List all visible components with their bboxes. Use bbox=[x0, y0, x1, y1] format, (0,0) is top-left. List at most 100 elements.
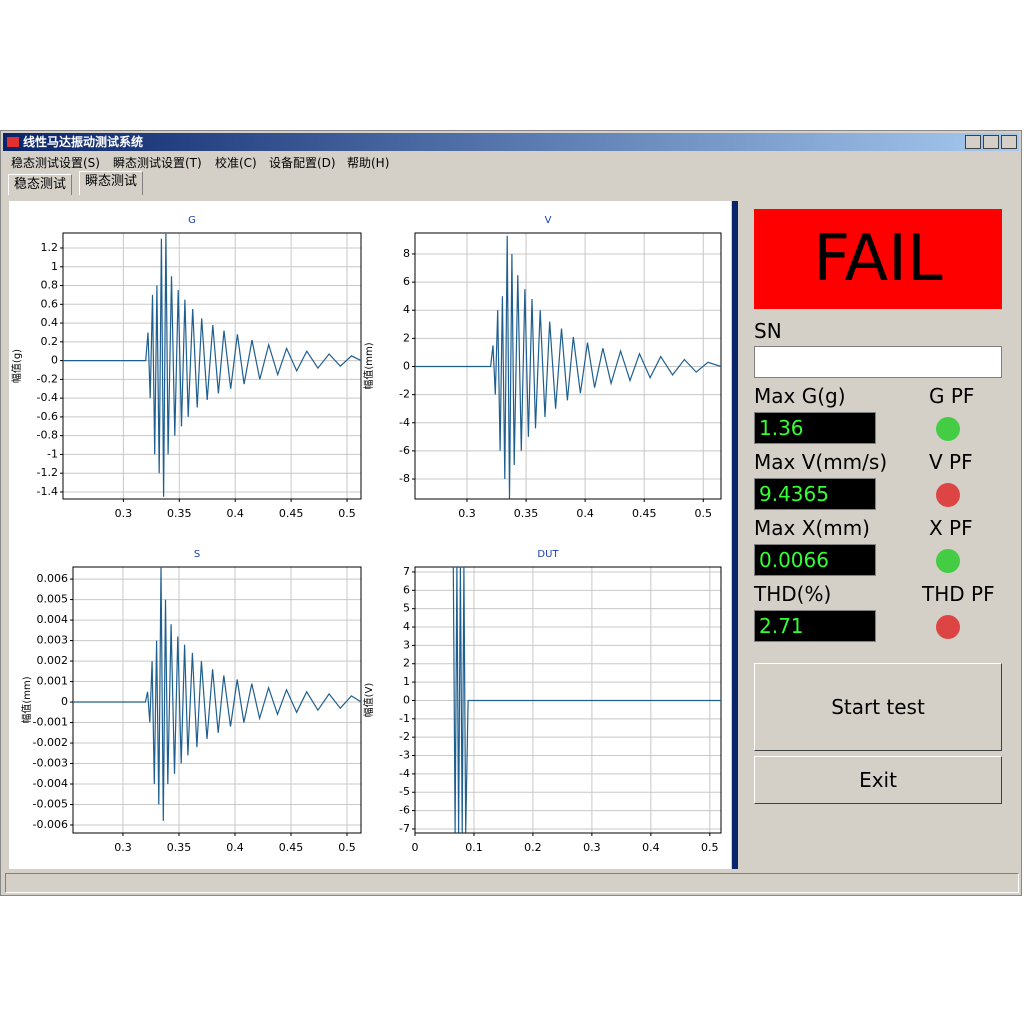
y-tick-label: -6 bbox=[399, 444, 410, 457]
x-tick-label: 0.35 bbox=[167, 507, 192, 520]
x-tick-label: 0.1 bbox=[465, 841, 483, 854]
waveform bbox=[415, 235, 722, 499]
y-tick-label: 4 bbox=[403, 620, 410, 633]
x-tick-label: 0.5 bbox=[338, 841, 356, 854]
x-tick-label: 0.3 bbox=[114, 841, 132, 854]
y-tick-label: 0.001 bbox=[37, 675, 69, 688]
y-tick-label: 0.004 bbox=[37, 613, 69, 626]
y-tick-label: -8 bbox=[399, 472, 410, 485]
measure-value: 9.4365 bbox=[754, 478, 876, 510]
window: 线性马达振动测试系统 稳态测试设置(S) 瞬态测试设置(T) 校准(C) 设备配… bbox=[0, 130, 1022, 896]
y-tick-label: 5 bbox=[403, 602, 410, 615]
y-tick-label: 2 bbox=[403, 331, 410, 344]
waveform bbox=[63, 233, 362, 497]
y-tick-label: 0 bbox=[51, 354, 58, 367]
measure-label: THD(%) bbox=[754, 582, 832, 606]
y-tick-label: -0.4 bbox=[37, 391, 58, 404]
chart-title: G bbox=[188, 215, 196, 226]
y-tick-label: 6 bbox=[403, 583, 410, 596]
y-tick-label: -1 bbox=[399, 712, 410, 725]
y-tick-label: -0.003 bbox=[33, 757, 68, 770]
y-axis-label: 幅值(V) bbox=[362, 683, 375, 718]
x-tick-label: 0.3 bbox=[115, 507, 133, 520]
tab[interactable]: 稳态测试 bbox=[8, 174, 73, 195]
start-button[interactable]: Start test bbox=[754, 663, 1002, 751]
x-tick-label: 0.4 bbox=[226, 841, 244, 854]
x-tick-label: 0 bbox=[412, 841, 419, 854]
sn-input[interactable] bbox=[754, 346, 1002, 378]
y-tick-label: 1.2 bbox=[41, 241, 59, 254]
y-tick-label: -6 bbox=[399, 804, 410, 817]
y-tick-label: -2 bbox=[399, 730, 410, 743]
x-tick-label: 0.45 bbox=[279, 507, 304, 520]
pf-lamp bbox=[936, 483, 960, 507]
x-tick-label: 0.3 bbox=[458, 507, 476, 520]
y-tick-label: 8 bbox=[403, 247, 410, 260]
y-tick-label: -0.001 bbox=[33, 716, 68, 729]
menu-item[interactable]: 帮助(H) bbox=[347, 156, 390, 170]
result-banner: FAIL bbox=[754, 209, 1002, 309]
x-tick-label: 0.5 bbox=[701, 841, 719, 854]
y-tick-label: 0.8 bbox=[41, 279, 59, 292]
chart-title: V bbox=[545, 215, 552, 226]
y-tick-label: -0.8 bbox=[37, 429, 58, 442]
y-axis-label: 幅值(g) bbox=[10, 349, 23, 383]
y-tick-label: 0.2 bbox=[41, 335, 59, 348]
y-tick-label: -1 bbox=[47, 447, 58, 460]
charts: G 幅值(g) 1.2 1 0.8 0.6 0.4 0.2 0 -0.2 -0.4 -0.6 -0.8 -… bbox=[10, 215, 722, 854]
y-tick-label: 0.003 bbox=[37, 634, 69, 647]
pf-label: X PF bbox=[929, 516, 973, 540]
y-tick-label: -5 bbox=[399, 785, 410, 798]
pf-lamp bbox=[936, 549, 960, 573]
y-tick-label: 1 bbox=[403, 675, 410, 688]
y-tick-label: 7 bbox=[403, 565, 410, 578]
y-tick-label: 0 bbox=[403, 693, 410, 706]
status-bar bbox=[5, 873, 1019, 893]
y-tick-label: -0.002 bbox=[33, 736, 68, 749]
y-tick-label: 4 bbox=[403, 303, 410, 316]
plot-frame bbox=[62, 232, 362, 500]
x-tick-label: 0.4 bbox=[642, 841, 660, 854]
waveform bbox=[452, 566, 721, 833]
waveform bbox=[73, 566, 362, 821]
pf-label: THD PF bbox=[922, 582, 995, 606]
menu-item[interactable]: 瞬态测试设置(T) bbox=[113, 156, 202, 170]
y-tick-label: 6 bbox=[403, 275, 410, 288]
close-button[interactable] bbox=[1001, 135, 1017, 149]
menu-item[interactable]: 设备配置(D) bbox=[269, 156, 336, 170]
y-tick-label: 0.4 bbox=[41, 316, 59, 329]
y-tick-label: 1 bbox=[51, 260, 58, 273]
minimize-button[interactable] bbox=[965, 135, 981, 149]
exit-button[interactable]: Exit bbox=[754, 756, 1002, 804]
window-title: 线性马达振动测试系统 bbox=[23, 135, 144, 149]
x-tick-label: 0.45 bbox=[632, 507, 657, 520]
pf-label: V PF bbox=[929, 450, 973, 474]
menu-item[interactable]: 校准(C) bbox=[215, 156, 257, 170]
x-tick-label: 0.5 bbox=[695, 507, 713, 520]
y-axis-label: 幅值(mm) bbox=[20, 676, 33, 723]
y-tick-label: -0.004 bbox=[33, 777, 68, 790]
y-tick-label: 0 bbox=[403, 359, 410, 372]
y-tick-label: -7 bbox=[399, 822, 410, 835]
app-icon bbox=[7, 137, 19, 147]
chart-title: S bbox=[194, 549, 200, 560]
x-tick-label: 0.5 bbox=[338, 507, 356, 520]
measure-label: Max G(g) bbox=[754, 384, 846, 408]
y-tick-label: -4 bbox=[399, 416, 410, 429]
measure-value: 0.0066 bbox=[754, 544, 876, 576]
x-tick-label: 0.35 bbox=[514, 507, 539, 520]
y-tick-label: 0 bbox=[61, 695, 68, 708]
y-tick-label: -0.2 bbox=[37, 372, 58, 385]
window-controls bbox=[965, 135, 1017, 149]
menu-item[interactable]: 稳态测试设置(S) bbox=[11, 156, 100, 170]
tab-active[interactable]: 瞬态测试 bbox=[79, 171, 144, 195]
y-tick-label: 0.6 bbox=[41, 297, 59, 310]
pf-label: G PF bbox=[929, 384, 975, 408]
divider bbox=[732, 201, 738, 869]
y-tick-label: -3 bbox=[399, 749, 410, 762]
x-tick-label: 0.35 bbox=[167, 841, 192, 854]
maximize-button[interactable] bbox=[983, 135, 999, 149]
sn-label: SN bbox=[754, 319, 782, 343]
y-tick-label: -1.4 bbox=[37, 485, 58, 498]
y-tick-label: -1.2 bbox=[37, 466, 58, 479]
